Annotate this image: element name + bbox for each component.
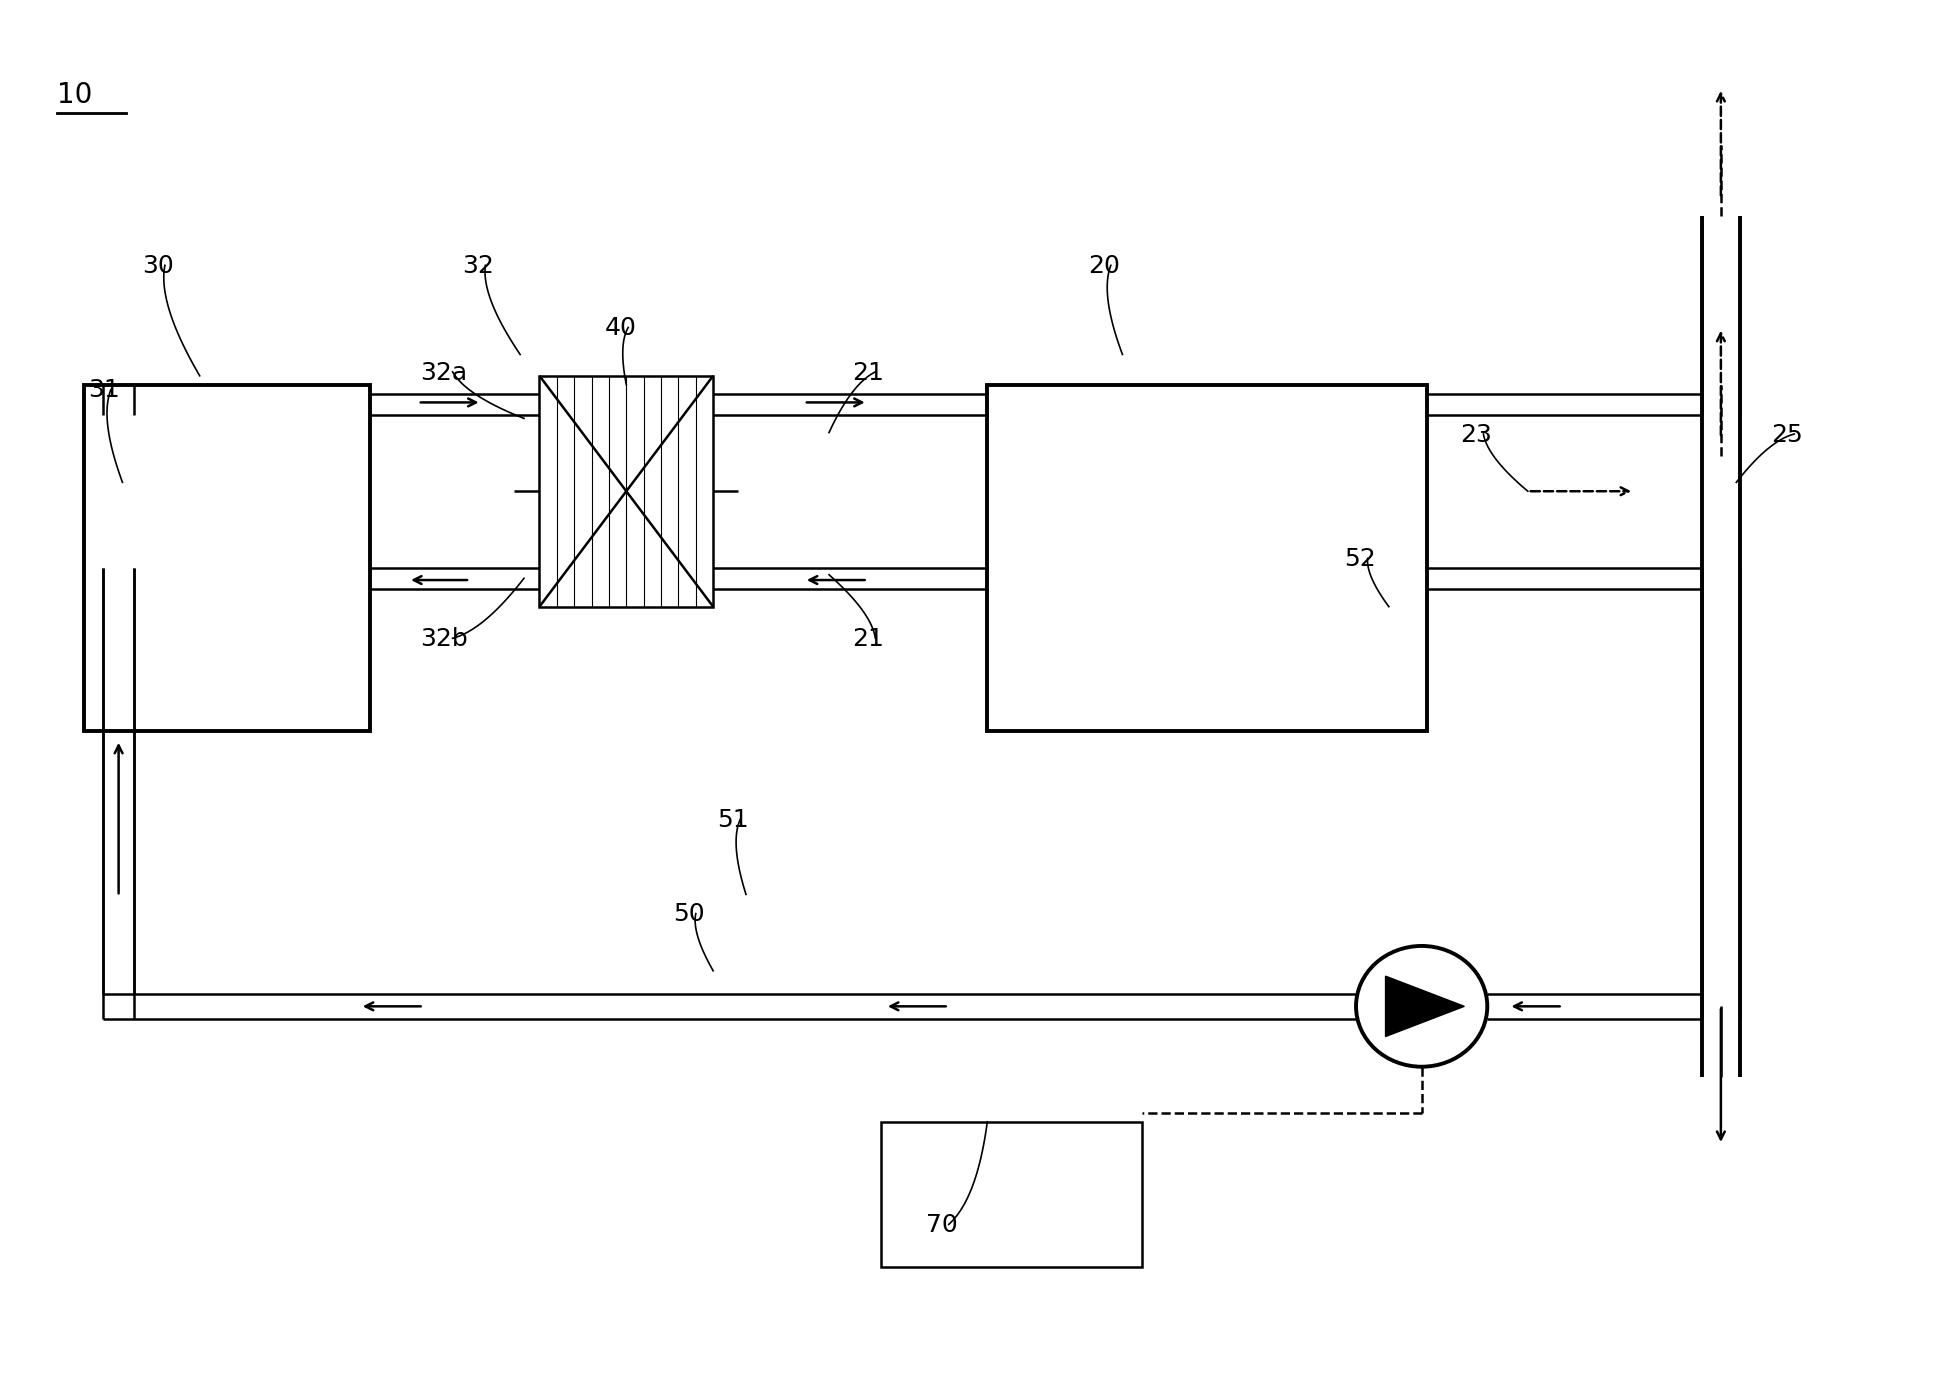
Text: 21: 21: [852, 627, 885, 651]
Text: 50: 50: [672, 903, 705, 926]
Text: 10: 10: [56, 81, 93, 110]
Text: 70: 70: [925, 1213, 956, 1237]
Text: 32a: 32a: [420, 360, 467, 385]
Bar: [881, 1121, 1142, 1267]
Text: 30: 30: [141, 255, 174, 278]
Polygon shape: [1386, 976, 1464, 1036]
Bar: [987, 385, 1427, 732]
Text: 25: 25: [1771, 423, 1802, 447]
Text: 32: 32: [463, 255, 494, 278]
Bar: [83, 385, 370, 732]
Text: 32b: 32b: [420, 627, 467, 651]
Text: 31: 31: [87, 378, 120, 402]
Bar: [540, 376, 712, 606]
Text: 52: 52: [1344, 547, 1376, 572]
Text: 20: 20: [1088, 255, 1119, 278]
Text: 51: 51: [716, 808, 749, 832]
Text: 40: 40: [606, 316, 637, 341]
Text: 23: 23: [1460, 423, 1493, 447]
Circle shape: [1355, 946, 1487, 1067]
Text: 21: 21: [852, 360, 885, 385]
